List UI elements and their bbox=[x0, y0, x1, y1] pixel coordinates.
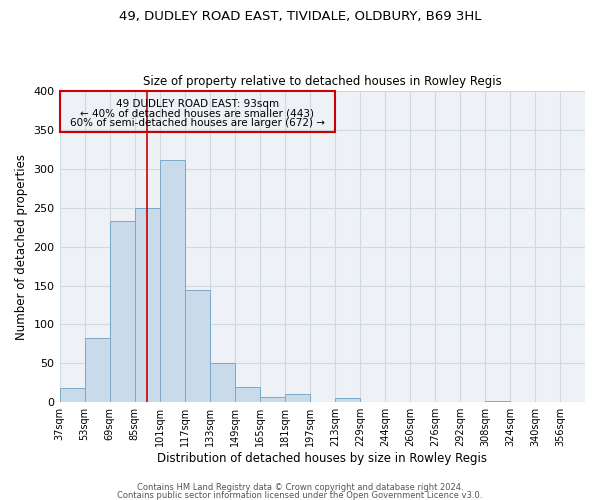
Bar bbox=[110, 221, 134, 402]
Bar bbox=[160, 160, 185, 402]
Bar bbox=[209, 364, 235, 402]
Bar bbox=[185, 290, 209, 402]
Bar bbox=[485, 400, 510, 402]
Bar bbox=[260, 397, 285, 402]
Text: Contains public sector information licensed under the Open Government Licence v3: Contains public sector information licen… bbox=[118, 490, 482, 500]
Bar bbox=[335, 398, 360, 402]
Bar bbox=[59, 388, 85, 402]
Bar bbox=[85, 338, 110, 402]
Title: Size of property relative to detached houses in Rowley Regis: Size of property relative to detached ho… bbox=[143, 76, 502, 88]
Text: 49, DUDLEY ROAD EAST, TIVIDALE, OLDBURY, B69 3HL: 49, DUDLEY ROAD EAST, TIVIDALE, OLDBURY,… bbox=[119, 10, 481, 23]
Text: ← 40% of detached houses are smaller (443): ← 40% of detached houses are smaller (44… bbox=[80, 108, 314, 118]
Y-axis label: Number of detached properties: Number of detached properties bbox=[15, 154, 28, 340]
Bar bbox=[285, 394, 310, 402]
Text: 49 DUDLEY ROAD EAST: 93sqm: 49 DUDLEY ROAD EAST: 93sqm bbox=[116, 99, 279, 109]
X-axis label: Distribution of detached houses by size in Rowley Regis: Distribution of detached houses by size … bbox=[157, 452, 487, 465]
Bar bbox=[134, 208, 160, 402]
Text: Contains HM Land Registry data © Crown copyright and database right 2024.: Contains HM Land Registry data © Crown c… bbox=[137, 484, 463, 492]
Text: 60% of semi-detached houses are larger (672) →: 60% of semi-detached houses are larger (… bbox=[70, 118, 325, 128]
Bar bbox=[59, 91, 335, 132]
Bar bbox=[235, 386, 260, 402]
